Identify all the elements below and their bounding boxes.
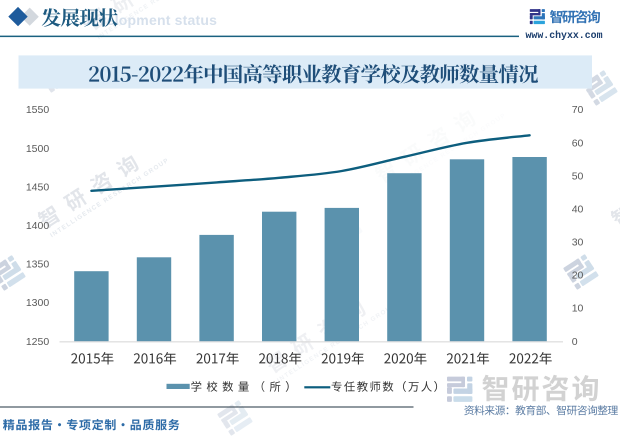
- svg-text:1550: 1550: [26, 104, 50, 116]
- svg-text:1350: 1350: [26, 259, 50, 271]
- svg-text:1400: 1400: [26, 220, 50, 232]
- svg-text:0: 0: [572, 336, 578, 348]
- svg-text:30: 30: [572, 237, 584, 249]
- svg-text:1500: 1500: [26, 143, 50, 155]
- svg-text:1250: 1250: [26, 336, 50, 348]
- svg-text:10: 10: [572, 303, 584, 315]
- svg-text:50: 50: [572, 170, 584, 182]
- svg-text:1450: 1450: [26, 181, 50, 193]
- svg-text:40: 40: [572, 204, 584, 216]
- svg-text:70: 70: [572, 104, 584, 116]
- svg-text:60: 60: [572, 137, 584, 149]
- svg-text:1300: 1300: [26, 297, 50, 309]
- svg-text:20: 20: [572, 270, 584, 282]
- svg-text:www.chyxx.com: www.chyxx.com: [526, 30, 603, 42]
